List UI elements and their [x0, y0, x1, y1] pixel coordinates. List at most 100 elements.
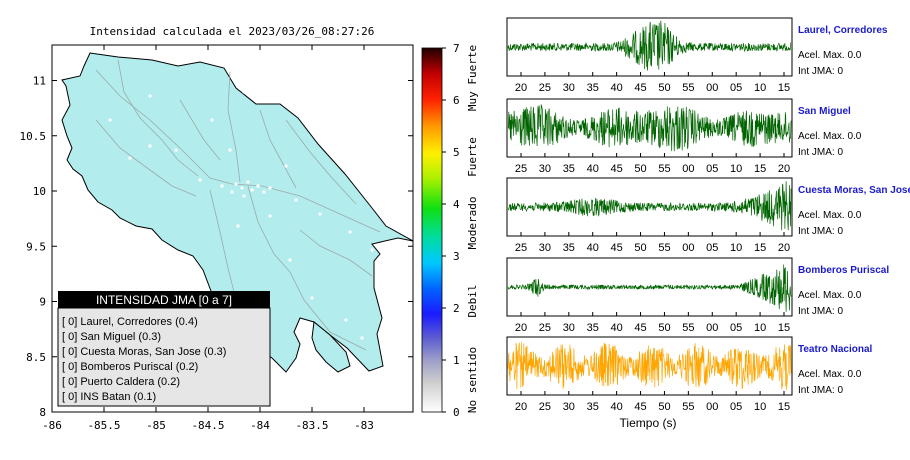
colorbar: 0 1 2 3 4 5 6 7 No sentido Debil Moderado Fuerte Mu…: [421, 42, 479, 419]
time-tick-label: 30: [539, 242, 551, 254]
time-tick-label: 40: [611, 401, 623, 413]
waveform-line: [507, 264, 792, 312]
time-tick-label: 40: [611, 322, 623, 334]
time-tick-label: 05: [730, 401, 742, 413]
time-tick-label: 15: [754, 163, 766, 175]
lat-tick-label: 8.5: [26, 351, 46, 364]
time-tick-label: 05: [730, 322, 742, 334]
station-dots: [108, 90, 374, 340]
panel-frame: [506, 336, 793, 396]
time-tick-label: 25: [515, 163, 527, 175]
time-tick-label: 20: [778, 163, 790, 175]
lat-tick-label: 9.5: [26, 240, 46, 253]
station-name: Bomberos Puriscal: [798, 265, 889, 276]
time-tick-label: 00: [706, 82, 718, 94]
waveform-line: [507, 342, 792, 390]
time-tick-label: 45: [611, 242, 623, 254]
colorbar-labels: No sentido Debil Moderado Fuerte Muy Fuerte: [466, 45, 479, 413]
lat-axis: 11 10.5 10 9.5 9 8.5 8: [20, 75, 413, 419]
lat-tick-label: 8: [39, 406, 46, 419]
waveform-line: [507, 103, 792, 152]
time-tick-label: 30: [563, 322, 575, 334]
colorbar-label: No sentido: [466, 347, 479, 413]
time-tick-label: 55: [682, 322, 694, 334]
time-tick-label: 55: [658, 242, 670, 254]
time-tick-label: 50: [634, 163, 646, 175]
waveform-panel: 20 25 30 35 40 45 50 55 00 05 10 15 Laurel, Corredor…: [506, 17, 888, 94]
station-name: Laurel, Corredores: [798, 25, 888, 36]
colorbar-scale: [421, 47, 443, 413]
x-axis-label: Tiempo (s): [620, 416, 677, 430]
waveform-panel: 25 30 35 40 45 50 55 00 05 10 15 20 Cuesta Moras, Sa…: [506, 177, 910, 254]
legend-items: [ 0] Laurel, Corredores (0.4) [ 0] San Mi…: [62, 316, 226, 403]
legend-item: [ 0] Bomberos Puriscal (0.2): [62, 361, 198, 373]
time-tick-label: 45: [611, 163, 623, 175]
time-tick-label: 40: [587, 163, 599, 175]
time-tick-label: 30: [539, 163, 551, 175]
station-name: Teatro Nacional: [798, 344, 872, 355]
lon-tick-label: -85.5: [87, 419, 120, 432]
map-legend: INTENSIDAD JMA [0 a 7] [ 0] Laurel, Corr…: [57, 291, 271, 407]
waveform-panel: 25 30 35 40 45 50 55 00 05 10 15 20 San Miguel Acel. …: [506, 98, 862, 175]
time-tick-label: 05: [706, 242, 718, 254]
time-tick-label: 55: [658, 163, 670, 175]
station-int: Int JMA: 0: [798, 66, 843, 77]
colorbar-label: Debil: [466, 284, 479, 317]
time-tick-label: 25: [539, 322, 551, 334]
legend-item: [ 0] INS Batan (0.1): [62, 391, 156, 403]
time-tick-label: 00: [682, 242, 694, 254]
waveform-line: [507, 20, 791, 71]
station-int: Int JMA: 0: [798, 226, 843, 237]
waveform-line: [507, 181, 792, 231]
time-tick-label: 30: [563, 401, 575, 413]
lon-tick-label: -83.5: [295, 419, 328, 432]
colorbar-label: Moderado: [466, 197, 479, 250]
station-acel: Acel. Max. 0.0: [798, 369, 862, 380]
waveform-panel: 20 25 30 35 40 45 50 55 00 05 10 15 Bomberos Purisca…: [506, 257, 889, 334]
colorbar-tick-label: 0: [453, 406, 460, 419]
map-title: Intensidad calculada el 2023/03/26_08:27…: [90, 25, 375, 38]
waveform-panel: 20 25 30 35 40 45 50 55 00 05 10 15 Teatro Nacional A…: [506, 336, 872, 413]
time-tick-label: 05: [706, 163, 718, 175]
time-tick-label: 10: [730, 163, 742, 175]
colorbar-tick-label: 5: [453, 146, 460, 159]
colorbar-tick-label: 3: [453, 250, 460, 263]
legend-body: [57, 307, 271, 407]
lat-tick-label: 11: [33, 75, 46, 88]
road-network: [95, 59, 381, 351]
time-tick-label: 00: [706, 322, 718, 334]
legend-item: [ 0] Puerto Caldera (0.2): [62, 376, 180, 388]
station-acel: Acel. Max. 0.0: [798, 290, 862, 301]
lon-tick-label: -84.5: [191, 419, 224, 432]
lon-tick-label: -86: [42, 419, 62, 432]
colorbar-tick-label: 1: [453, 354, 460, 367]
lat-tick-label: 10: [33, 185, 46, 198]
lon-tick-label: -83: [354, 419, 374, 432]
time-tick-label: 05: [730, 82, 742, 94]
time-tick-label: 40: [611, 82, 623, 94]
time-tick-label: 10: [754, 82, 766, 94]
time-tick-label: 15: [778, 82, 790, 94]
station-acel: Acel. Max. 0.0: [798, 131, 862, 142]
time-tick-label: 50: [634, 242, 646, 254]
time-tick-label: 35: [587, 322, 599, 334]
station-acel: Acel. Max. 0.0: [798, 50, 862, 61]
lon-tick-label: -84: [250, 419, 270, 432]
time-tick-label: 15: [778, 401, 790, 413]
time-tick-label: 20: [515, 82, 527, 94]
time-tick-label: 40: [587, 242, 599, 254]
time-tick-label: 10: [730, 242, 742, 254]
station-name: Cuesta Moras, San Jose: [798, 185, 910, 196]
peninsula-osa: [311, 321, 351, 373]
lat-tick-label: 10.5: [20, 130, 47, 143]
time-tick-label: 35: [587, 82, 599, 94]
time-tick-label: 35: [587, 401, 599, 413]
legend-item: [ 0] Laurel, Corredores (0.4): [62, 316, 198, 328]
time-tick-label: 10: [754, 401, 766, 413]
station-int: Int JMA: 0: [798, 147, 843, 158]
colorbar-tick-label: 2: [453, 302, 460, 315]
station-int: Int JMA: 0: [798, 306, 843, 317]
legend-title: INTENSIDAD JMA [0 a 7]: [96, 293, 232, 307]
colorbar-label: Muy Fuerte: [466, 45, 479, 111]
lon-tick-label: -85: [146, 419, 166, 432]
